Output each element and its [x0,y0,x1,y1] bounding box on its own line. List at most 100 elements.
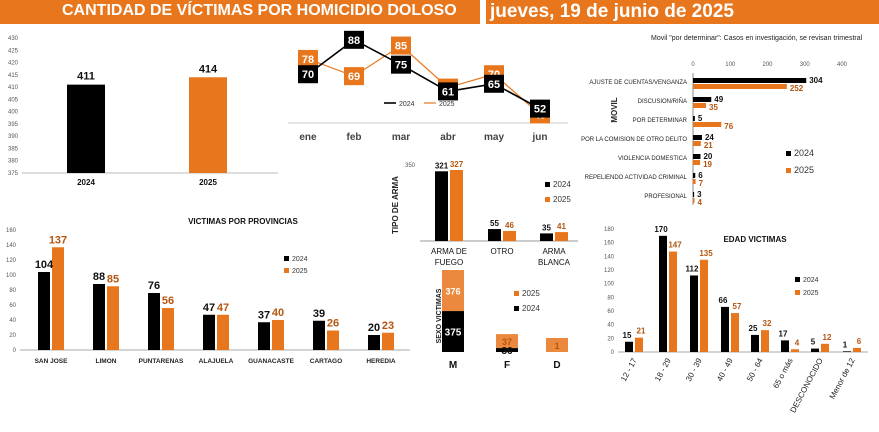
edad-bar-2024 [625,341,633,352]
prov-bar-2024 [368,335,380,350]
monthly-2025-point-label: 78 [302,54,314,66]
arma-bar-2025 [503,231,516,241]
movil-bar-2024 [693,192,695,197]
edad-ytick-label: 60 [607,309,614,315]
prov-bar-2024 [93,284,105,350]
movil-category-label: AJUSTE DE CUENTAS/VENGANZA [589,80,687,86]
legend-swatch-2024 [795,277,800,282]
sexo-bar-2024 [496,348,518,352]
movil-value-2025: 76 [724,122,733,131]
movil-bar-2025 [693,198,695,203]
edad-category-label: 12 - 17 [619,356,639,383]
edad-value-2025: 21 [637,327,646,336]
monthly-month-label: ene [299,132,317,143]
annual-ytick-label: 405 [8,97,19,103]
monthly-2025-point-marker [298,49,318,68]
monthly-2024-point-label: 70 [302,69,314,81]
annual-ytick-label: 410 [8,85,19,91]
edad-ytick-label: 140 [604,254,615,260]
edad-value-2024: 66 [719,296,728,305]
edad-bar-2024 [721,306,729,352]
prov-value-2025: 47 [217,302,229,314]
movil-bar-2024 [693,154,701,159]
annual-ytick-label: 420 [8,61,19,67]
movil-axis-label: MOVIL [610,97,619,122]
movil-xtick-label: 100 [725,62,736,68]
arma-category-label: FUEGO [435,258,463,267]
prov-bar-2024 [313,320,325,350]
prov-value-2025: 137 [49,234,67,246]
edad-bar-2025 [761,330,769,352]
arma-value-2025: 41 [557,222,566,231]
annual-ytick-label: 375 [8,171,19,177]
monthly-legend-2025: 2025 [439,101,455,108]
arma-ytick-label: 350 [405,163,416,169]
prov-value-2025: 85 [107,273,119,285]
movil-xtick-label: 200 [762,62,773,68]
movil-xtick-label: 0 [691,62,695,68]
prov-ytick-label: 40 [9,318,16,324]
edad-value-2024: 25 [749,324,758,333]
movil-value-2024: 3 [697,190,702,199]
legend-swatch-2024 [786,151,791,156]
movil-value-2025: 19 [703,160,712,169]
prov-bar-2025 [217,314,229,350]
edad-category-label: 30 - 39 [684,356,704,383]
annual-ytick-label: 390 [8,134,19,140]
monthly-month-label: abr [440,132,456,143]
movil-bar-2025 [693,122,722,127]
annual-ytick-label: 430 [8,36,19,42]
arma-value-2024: 321 [435,161,449,170]
annual-bar-2025 [189,77,227,173]
edad-value-2024: 112 [686,264,699,273]
arma-bar-2025 [450,169,463,241]
annual-ytick-label: 385 [8,146,19,152]
movil-value-2024: 49 [714,95,723,104]
prov-category-label: PUNTARENAS [139,358,184,365]
report-date: jueves, 19 de junio de 2025 [490,1,734,22]
monthly-series-2025-line [307,44,541,115]
edad-value-2025: 4 [795,338,800,347]
movil-category-label: POR DETERMINAR [633,118,688,124]
edad-ytick-label: 160 [604,241,615,247]
prov-value-2024: 37 [258,309,270,321]
movil-bar-2024 [693,116,695,121]
prov-value-2025: 23 [382,320,394,332]
arma-bar-2024 [435,171,448,241]
movil-bar-2024 [693,78,807,83]
movil-value-2024: 20 [703,152,712,161]
monthly-month-label: feb [347,132,362,143]
prov-ytick-label: 80 [9,288,16,294]
annual-ytick-label: 425 [8,48,19,54]
edad-title: EDAD VICTIMAS [723,235,787,244]
sexo-bar-2025 [546,338,568,352]
movil-value-2025: 21 [704,141,713,150]
edad-bar-2024 [690,275,698,352]
edad-value-2024: 5 [811,338,816,347]
monthly-2024-point-label: 65 [488,79,500,91]
monthly-2024-point-label: 88 [348,35,360,47]
prov-value-2025: 56 [162,295,174,307]
sexo-bar-2024 [442,311,464,352]
edad-category-label: Menor de 12 [828,356,857,400]
monthly-month-label: jun [532,132,548,143]
arma-category-label: BLANCA [538,258,571,267]
prov-value-2024: 104 [35,259,54,271]
sexo-bar-2025 [496,334,518,349]
edad-bar-2024 [751,334,759,352]
annual-ytick-label: 380 [8,159,19,165]
edad-bar-2025 [791,349,799,352]
movil-bar-2025 [693,179,696,184]
edad-bar-2024 [659,235,667,352]
monthly-2025-point-marker [344,67,364,86]
legend-label-2024: 2024 [522,304,540,313]
prov-category-label: HEREDIA [366,358,396,365]
arma-value-2024: 35 [542,223,551,232]
sexo-value-2024: 36 [501,346,513,357]
annual-bar-2024 [67,84,105,173]
arma-value-2025: 327 [450,160,464,169]
prov-category-label: GUANACASTE [248,358,295,365]
edad-ytick-label: 80 [607,295,614,301]
legend-label-2025: 2025 [803,290,819,297]
monthly-legend-2024: 2024 [399,101,415,108]
